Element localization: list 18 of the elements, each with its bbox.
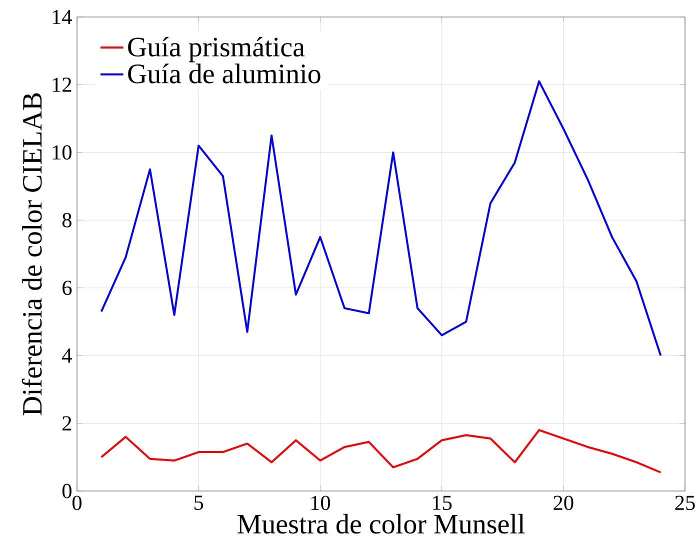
y-tick-label: 8 <box>62 212 72 228</box>
x-axis-title: Muestra de color Munsell <box>238 514 525 534</box>
x-tick-label: 0 <box>72 496 82 510</box>
x-tick-label: 20 <box>554 496 574 510</box>
y-tick-label: 14 <box>52 10 72 24</box>
x-tick-label: 10 <box>311 496 330 510</box>
y-tick-label: 10 <box>52 145 72 160</box>
x-tick-label: 5 <box>194 496 204 510</box>
y-tick-label: 6 <box>62 280 72 296</box>
x-tick-label: 25 <box>675 496 695 510</box>
y-axis-title: Diferencia de color CIELAB <box>22 93 42 416</box>
y-tick-label: 2 <box>62 416 72 430</box>
x-tick-label: 15 <box>433 496 452 510</box>
y-tick-label: 4 <box>62 348 72 363</box>
y-tick-label: 12 <box>52 78 72 92</box>
legend-label: Guía prismática <box>128 36 305 62</box>
y-tick-label: 0 <box>62 484 72 498</box>
legend-label: Guía de aluminio <box>128 64 320 84</box>
